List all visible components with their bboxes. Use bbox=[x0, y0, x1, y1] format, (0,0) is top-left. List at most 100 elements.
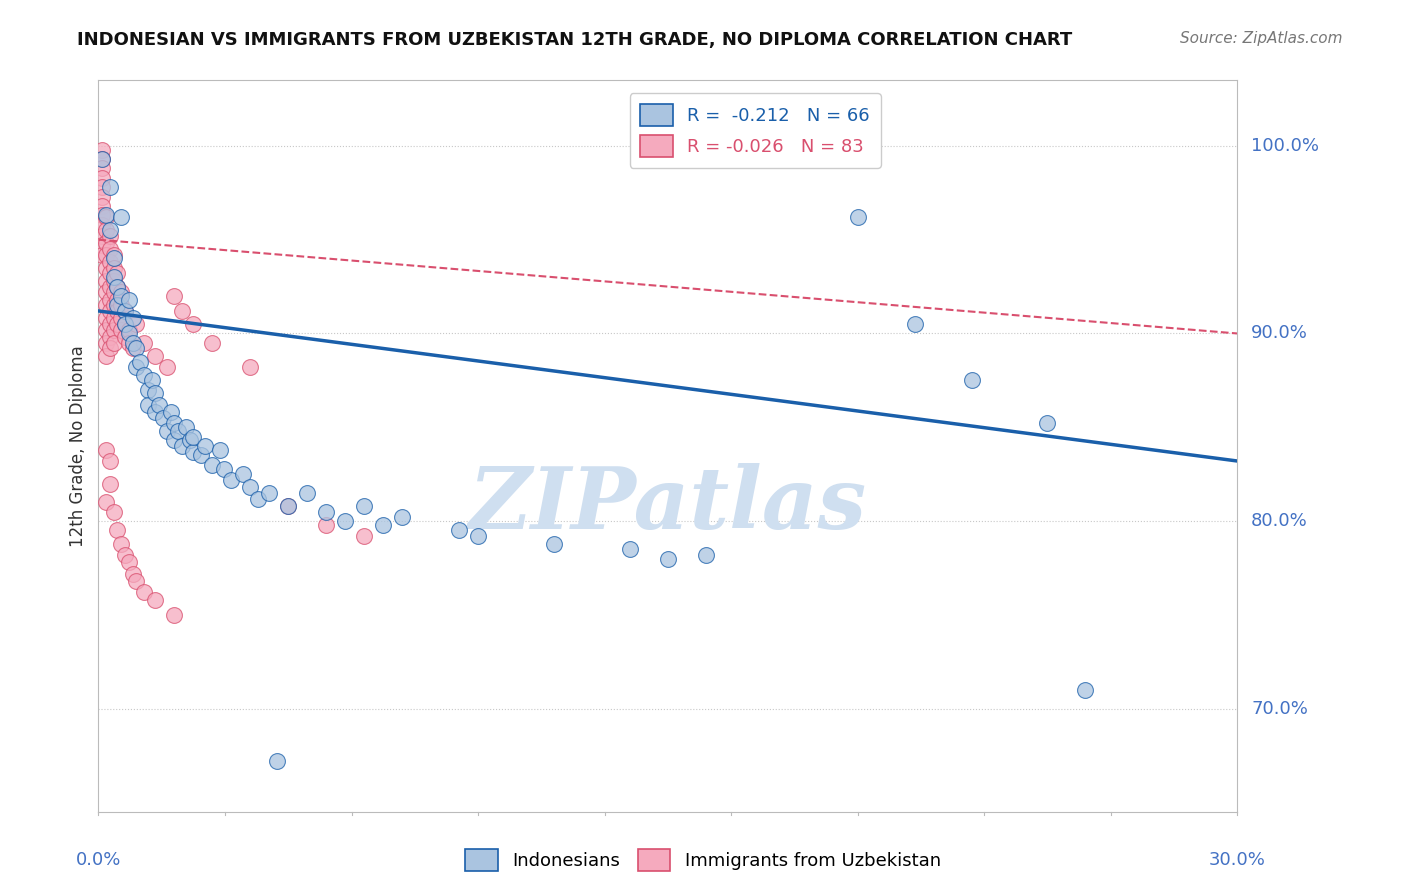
Point bbox=[208, 442, 231, 457]
Point bbox=[98, 454, 121, 468]
Point bbox=[94, 323, 117, 337]
Point bbox=[170, 439, 193, 453]
Point bbox=[467, 529, 489, 543]
Point bbox=[98, 180, 121, 194]
Point bbox=[107, 317, 129, 331]
Point bbox=[107, 293, 129, 307]
Point bbox=[159, 405, 181, 419]
Point bbox=[94, 349, 117, 363]
Point bbox=[190, 449, 212, 463]
Point bbox=[114, 548, 136, 562]
Point bbox=[121, 566, 143, 581]
Point bbox=[94, 335, 117, 350]
Point bbox=[98, 317, 121, 331]
Point bbox=[201, 458, 224, 472]
Point bbox=[94, 208, 117, 222]
Point bbox=[98, 229, 121, 244]
Point bbox=[121, 335, 143, 350]
Point bbox=[266, 754, 288, 768]
Point bbox=[118, 323, 141, 337]
Point bbox=[152, 410, 174, 425]
Point bbox=[221, 473, 243, 487]
Y-axis label: 12th Grade, No Diploma: 12th Grade, No Diploma bbox=[69, 345, 87, 547]
Point bbox=[110, 285, 132, 300]
Point bbox=[91, 143, 114, 157]
Point bbox=[121, 311, 143, 326]
Text: ZIPatlas: ZIPatlas bbox=[468, 463, 868, 546]
Point bbox=[98, 342, 121, 356]
Point bbox=[145, 349, 167, 363]
Point bbox=[297, 486, 319, 500]
Point bbox=[91, 199, 114, 213]
Point bbox=[125, 574, 148, 588]
Point bbox=[183, 429, 205, 443]
Legend: R =  -0.212   N = 66, R = -0.026   N = 83: R = -0.212 N = 66, R = -0.026 N = 83 bbox=[630, 93, 882, 168]
Point bbox=[94, 274, 117, 288]
Point bbox=[335, 514, 357, 528]
Point bbox=[91, 229, 114, 244]
Point bbox=[315, 505, 337, 519]
Point bbox=[91, 189, 114, 203]
Point bbox=[132, 335, 155, 350]
Point bbox=[170, 304, 193, 318]
Legend: Indonesians, Immigrants from Uzbekistan: Indonesians, Immigrants from Uzbekistan bbox=[458, 842, 948, 879]
Point bbox=[315, 517, 337, 532]
Point bbox=[103, 505, 125, 519]
Point bbox=[107, 279, 129, 293]
Point bbox=[1074, 682, 1097, 697]
Point bbox=[543, 536, 565, 550]
Point bbox=[94, 260, 117, 275]
Point bbox=[103, 260, 125, 275]
Point bbox=[114, 304, 136, 318]
Point bbox=[94, 298, 117, 312]
Point bbox=[163, 434, 186, 448]
Point bbox=[132, 585, 155, 599]
Point bbox=[91, 161, 114, 176]
Point bbox=[91, 208, 114, 222]
Point bbox=[91, 248, 114, 262]
Text: 90.0%: 90.0% bbox=[1251, 325, 1308, 343]
Text: Source: ZipAtlas.com: Source: ZipAtlas.com bbox=[1180, 31, 1343, 46]
Point bbox=[91, 218, 114, 232]
Point bbox=[94, 495, 117, 509]
Point bbox=[110, 536, 132, 550]
Point bbox=[174, 420, 197, 434]
Point bbox=[91, 152, 114, 166]
Point bbox=[98, 242, 121, 256]
Point bbox=[103, 298, 125, 312]
Point bbox=[114, 304, 136, 318]
Point bbox=[91, 152, 114, 166]
Point bbox=[98, 476, 121, 491]
Point bbox=[98, 279, 121, 293]
Point bbox=[846, 210, 869, 224]
Point bbox=[148, 398, 170, 412]
Point bbox=[118, 326, 141, 341]
Point bbox=[449, 524, 471, 538]
Point bbox=[183, 444, 205, 458]
Point bbox=[125, 317, 148, 331]
Point bbox=[110, 298, 132, 312]
Point bbox=[98, 293, 121, 307]
Point bbox=[103, 270, 125, 285]
Point bbox=[114, 330, 136, 344]
Point bbox=[91, 238, 114, 252]
Point bbox=[183, 317, 205, 331]
Point bbox=[103, 323, 125, 337]
Text: 100.0%: 100.0% bbox=[1251, 137, 1319, 155]
Point bbox=[98, 223, 121, 237]
Point bbox=[212, 461, 235, 475]
Point bbox=[107, 304, 129, 318]
Point bbox=[259, 486, 281, 500]
Point bbox=[107, 298, 129, 312]
Point bbox=[98, 255, 121, 269]
Point bbox=[110, 323, 132, 337]
Point bbox=[695, 548, 717, 562]
Point bbox=[201, 335, 224, 350]
Point bbox=[156, 360, 179, 375]
Point bbox=[156, 424, 179, 438]
Point bbox=[163, 289, 186, 303]
Text: 70.0%: 70.0% bbox=[1251, 699, 1308, 717]
Point bbox=[107, 267, 129, 281]
Point bbox=[103, 248, 125, 262]
Point bbox=[163, 607, 186, 622]
